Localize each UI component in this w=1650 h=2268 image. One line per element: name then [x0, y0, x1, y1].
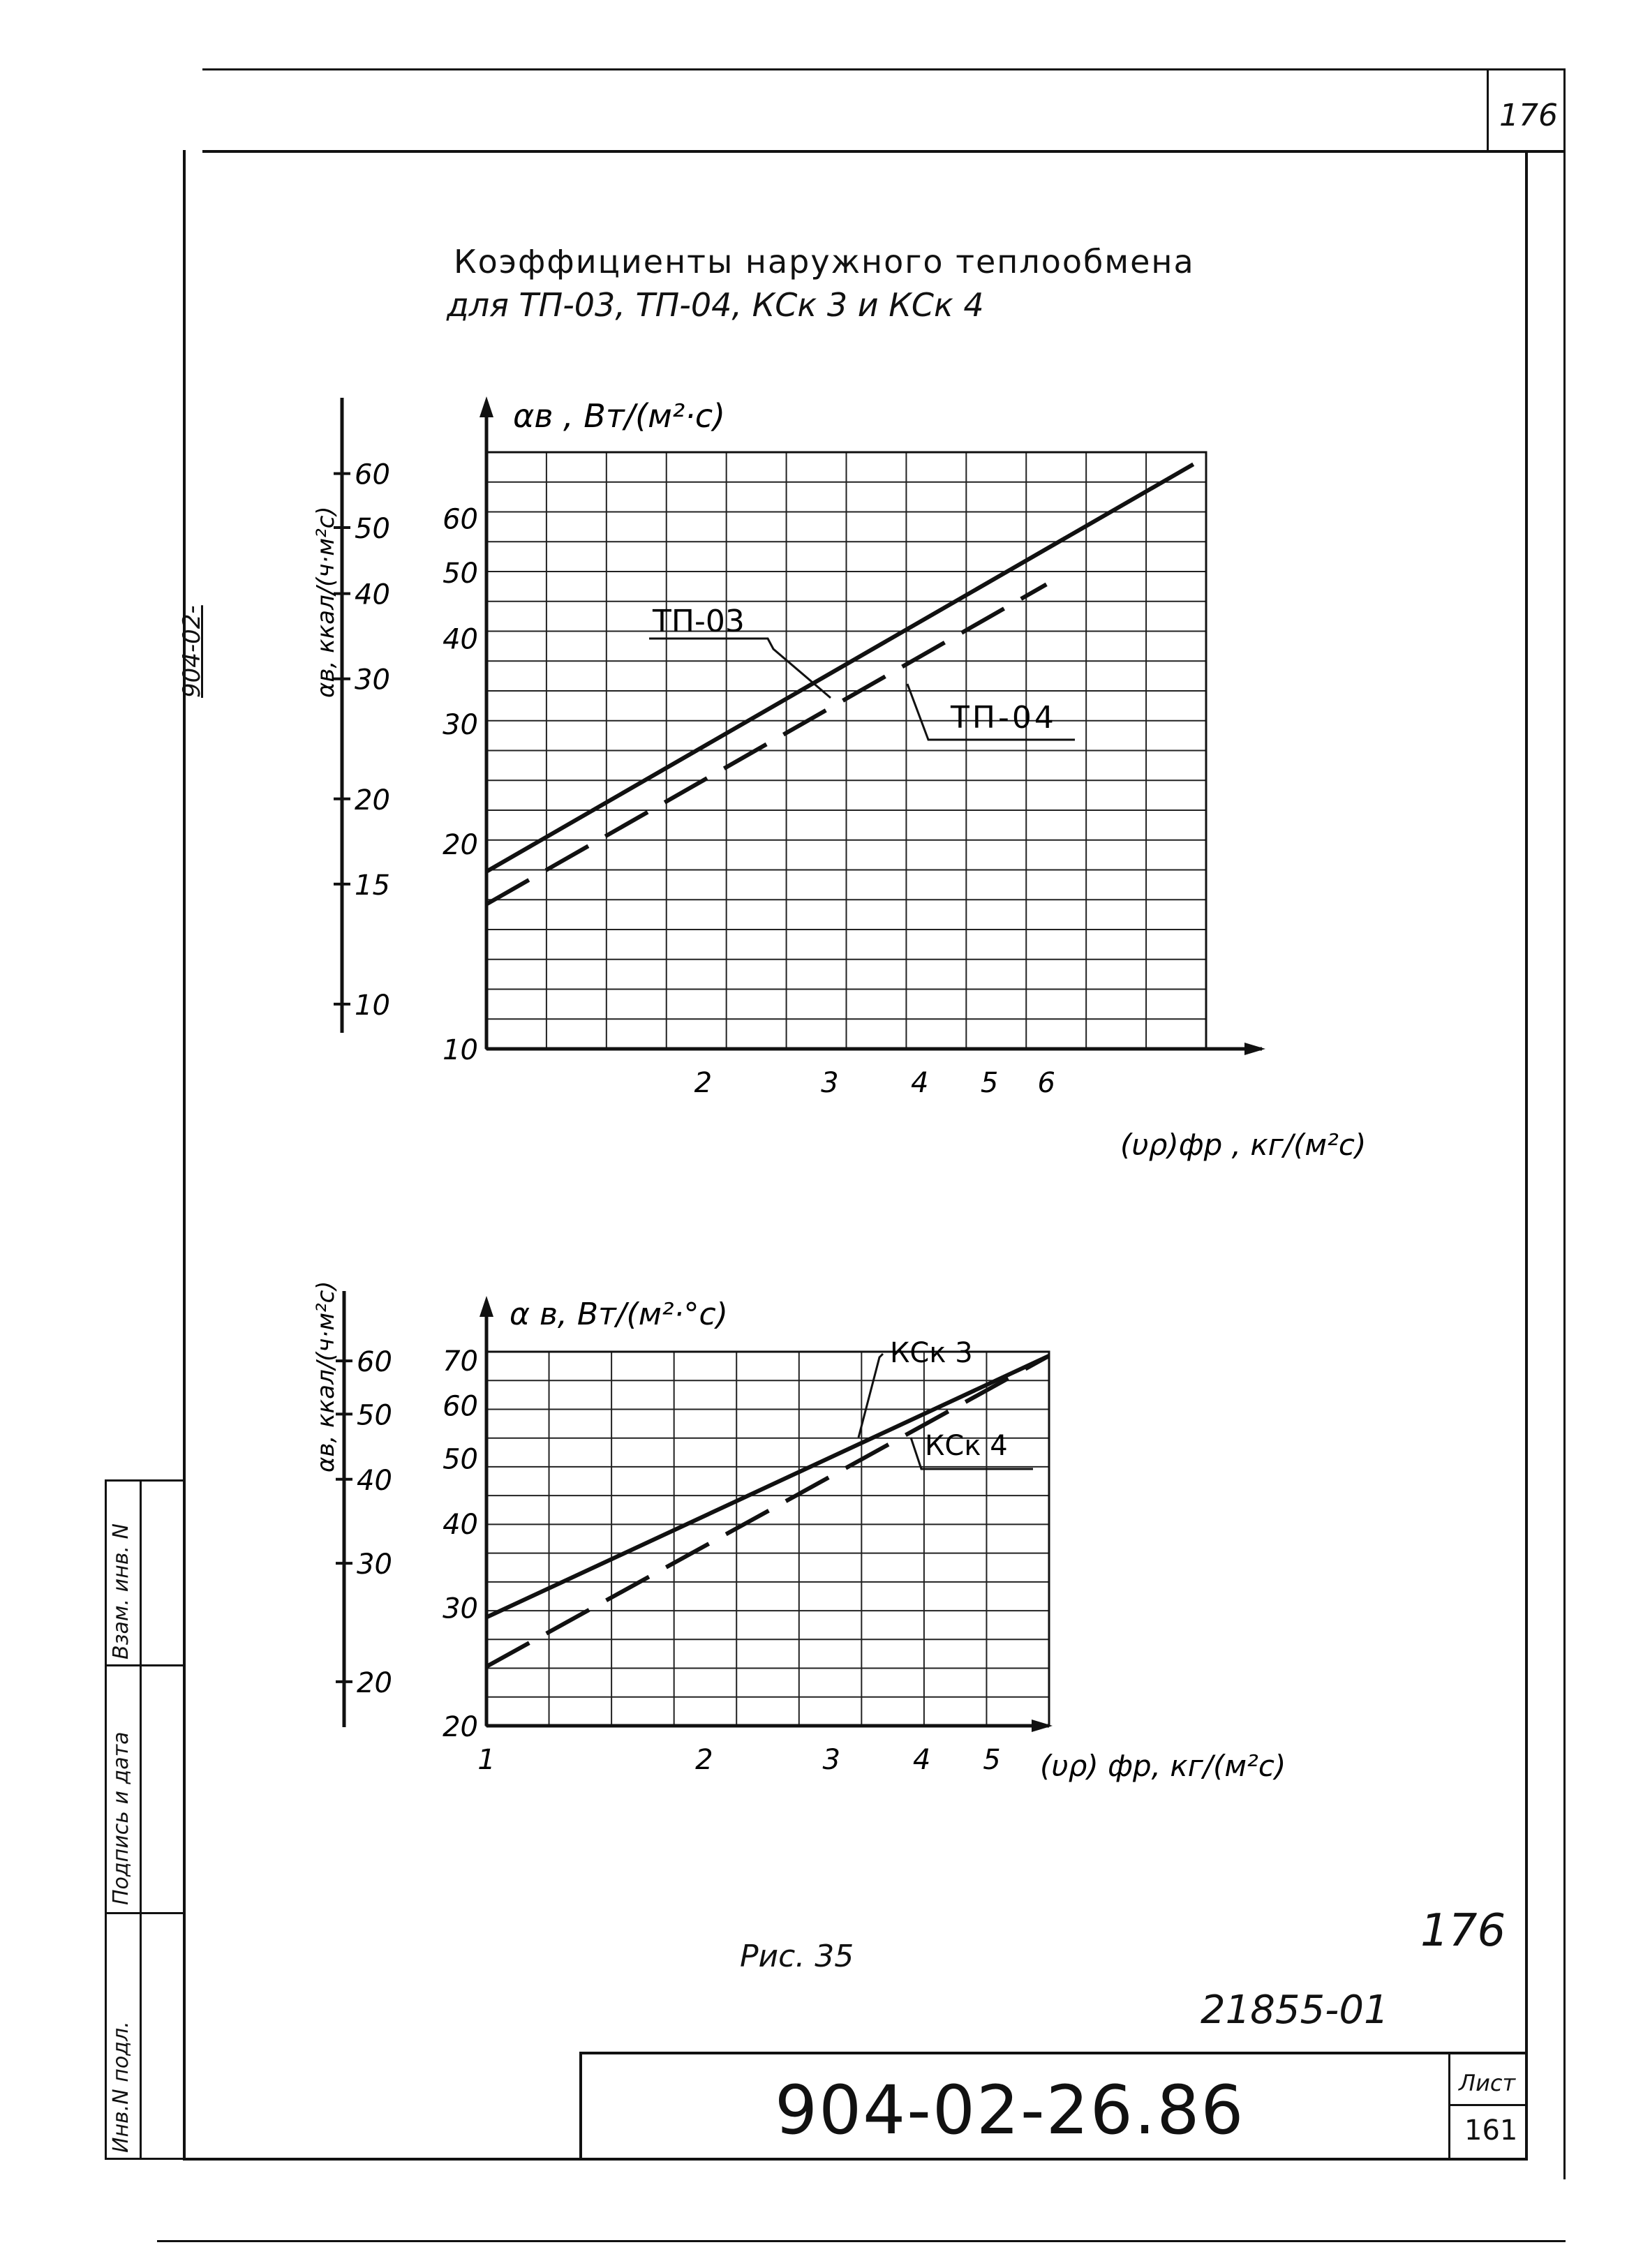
secondary-tick-label: 50: [357, 1399, 392, 1431]
doc-code: 904-02-26.86: [775, 2071, 1245, 2149]
y-tick-label: 30: [443, 1592, 478, 1625]
chart-1-x-label: (υρ)фр , кг/(м²с): [1120, 1128, 1366, 1162]
series-leader-line: [909, 1437, 1033, 1470]
chart-1-labels: αв , Вт/(м²·с) (υρ)фр , кг/(м²с) αв, кка…: [312, 397, 1366, 1162]
y-axis-arrow: [480, 1296, 493, 1317]
secondary-tick-label: 50: [355, 513, 390, 545]
chart-2: 20 30 40 50 60 70 1 2 3 4 5 20 30 40 50 60 α в, Вт/(м²…: [312, 1281, 1286, 1783]
secondary-tick-label: 40: [355, 579, 390, 611]
y-tick-label: 50: [443, 558, 478, 590]
chart-2-labels: α в, Вт/(м²·°с) (υρ) фр, кг/(м²с) αв, кк…: [312, 1281, 1286, 1783]
y-tick-label: 30: [443, 709, 478, 741]
series-label-tp04: ТП-04: [950, 700, 1057, 736]
x-axis-arrow: [1032, 1719, 1053, 1732]
chart-2-secondary-y-label: αв, ккал/(ч·м²с): [312, 1281, 340, 1472]
y-tick-label: 60: [443, 1390, 478, 1422]
stamp-field-replace: Взам. инв. N: [109, 1523, 133, 1659]
chart-2-secondary-axis: 20 30 40 50 60: [336, 1291, 392, 1727]
figure-caption: Рис. 35: [740, 1939, 854, 1974]
chart-1-secondary-y-label: αв, ккал/(ч·м²с): [312, 506, 340, 698]
y-axis-arrow: [480, 396, 493, 417]
handwritten-number: 176: [1420, 1905, 1506, 1957]
chart-2-axes: [480, 1296, 1053, 1732]
series-label-tp03: ТП-03: [652, 604, 745, 639]
secondary-tick-label: 30: [357, 1549, 392, 1581]
y-tick-label: 10: [443, 1034, 478, 1066]
plot-border: [485, 1350, 1050, 1727]
top-sheet-number: 176: [1499, 98, 1558, 133]
chart-2-y-label: α в, Вт/(м²·°с): [510, 1297, 728, 1332]
secondary-tick-label: 10: [355, 990, 390, 1022]
secondary-tick-label: 60: [355, 459, 390, 491]
series-line-2: [485, 1354, 1050, 1669]
y-tick-label: 60: [443, 504, 478, 536]
secondary-tick-label: 15: [355, 870, 390, 902]
series-label-ksk3: КСк 3: [890, 1337, 973, 1369]
x-tick-label: 5: [983, 1744, 1000, 1776]
series-leader-line: [857, 1352, 884, 1438]
stamp-field-inv: Инв.N подл.: [109, 2021, 133, 2153]
x-tick-label: 6: [1038, 1067, 1055, 1099]
secondary-tick-label: 60: [357, 1346, 392, 1378]
x-tick-label: 5: [981, 1067, 998, 1099]
x-tick-label: 1: [477, 1744, 495, 1776]
series-leader-line: [649, 637, 831, 699]
secondary-tick-label: 20: [357, 1667, 392, 1699]
y-tick-label: 50: [443, 1444, 478, 1476]
chart-1-ticks: 10 20 30 40 50 60 2 3 4 5 6: [443, 504, 1055, 1099]
chart-1-series: [485, 462, 1195, 907]
x-tick-label: 3: [821, 1067, 838, 1099]
series-line-2: [485, 582, 1048, 907]
y-tick-label: 40: [443, 1509, 478, 1541]
title-line-1: Коэффициенты наружного теплообмена: [454, 243, 1195, 281]
x-tick-label: 2: [694, 1067, 712, 1099]
y-tick-label: 40: [443, 624, 478, 656]
chart-2-x-label: (υρ) фр, кг/(м²с): [1040, 1749, 1286, 1783]
series-leader-line: [906, 683, 1075, 741]
chart-2-series: [485, 1352, 1050, 1669]
chart-2-grid: [485, 1350, 1050, 1727]
title-line-2: для ТП-03, ТП-04, КСк 3 и КСк 4: [447, 286, 984, 324]
x-tick-label: 4: [913, 1744, 930, 1776]
chart-1-y-label: αв , Вт/(м²·с): [513, 397, 725, 435]
chart-1-axes: [480, 396, 1265, 1055]
chart-1-secondary-axis: 10 15 20 30 40 50 60: [334, 398, 390, 1033]
sheet-label: Лист: [1459, 2070, 1516, 2096]
sheet-number: 161: [1464, 2114, 1518, 2147]
y-tick-label: 70: [443, 1345, 478, 1378]
chart-1-grid: [485, 451, 1207, 1050]
inventory-number: 21855-01: [1201, 1987, 1389, 2033]
y-tick-label: 20: [443, 1711, 478, 1743]
chart-title: Коэффициенты наружного теплообмена для Т…: [447, 243, 1195, 324]
chart-2-ticks: 20 30 40 50 60 70 1 2 3 4 5: [443, 1345, 1001, 1776]
series-line-1: [485, 462, 1195, 874]
x-axis-arrow: [1244, 1043, 1265, 1055]
secondary-tick-label: 40: [357, 1465, 392, 1497]
secondary-tick-label: 20: [355, 784, 390, 816]
x-tick-label: 3: [822, 1744, 840, 1776]
stamp-field-signature: Подпись и дата: [109, 1731, 133, 1906]
x-tick-label: 4: [911, 1067, 928, 1099]
series-line-1: [485, 1354, 1050, 1620]
secondary-tick-label: 30: [355, 664, 390, 696]
x-tick-label: 2: [695, 1744, 713, 1776]
y-tick-label: 20: [443, 829, 478, 861]
series-label-ksk4: КСк 4: [925, 1430, 1008, 1462]
chart-1: 10 20 30 40 50 60 2 3 4 5 6 10 15 20 30 40 50 60 αв , Вт…: [312, 396, 1366, 1162]
